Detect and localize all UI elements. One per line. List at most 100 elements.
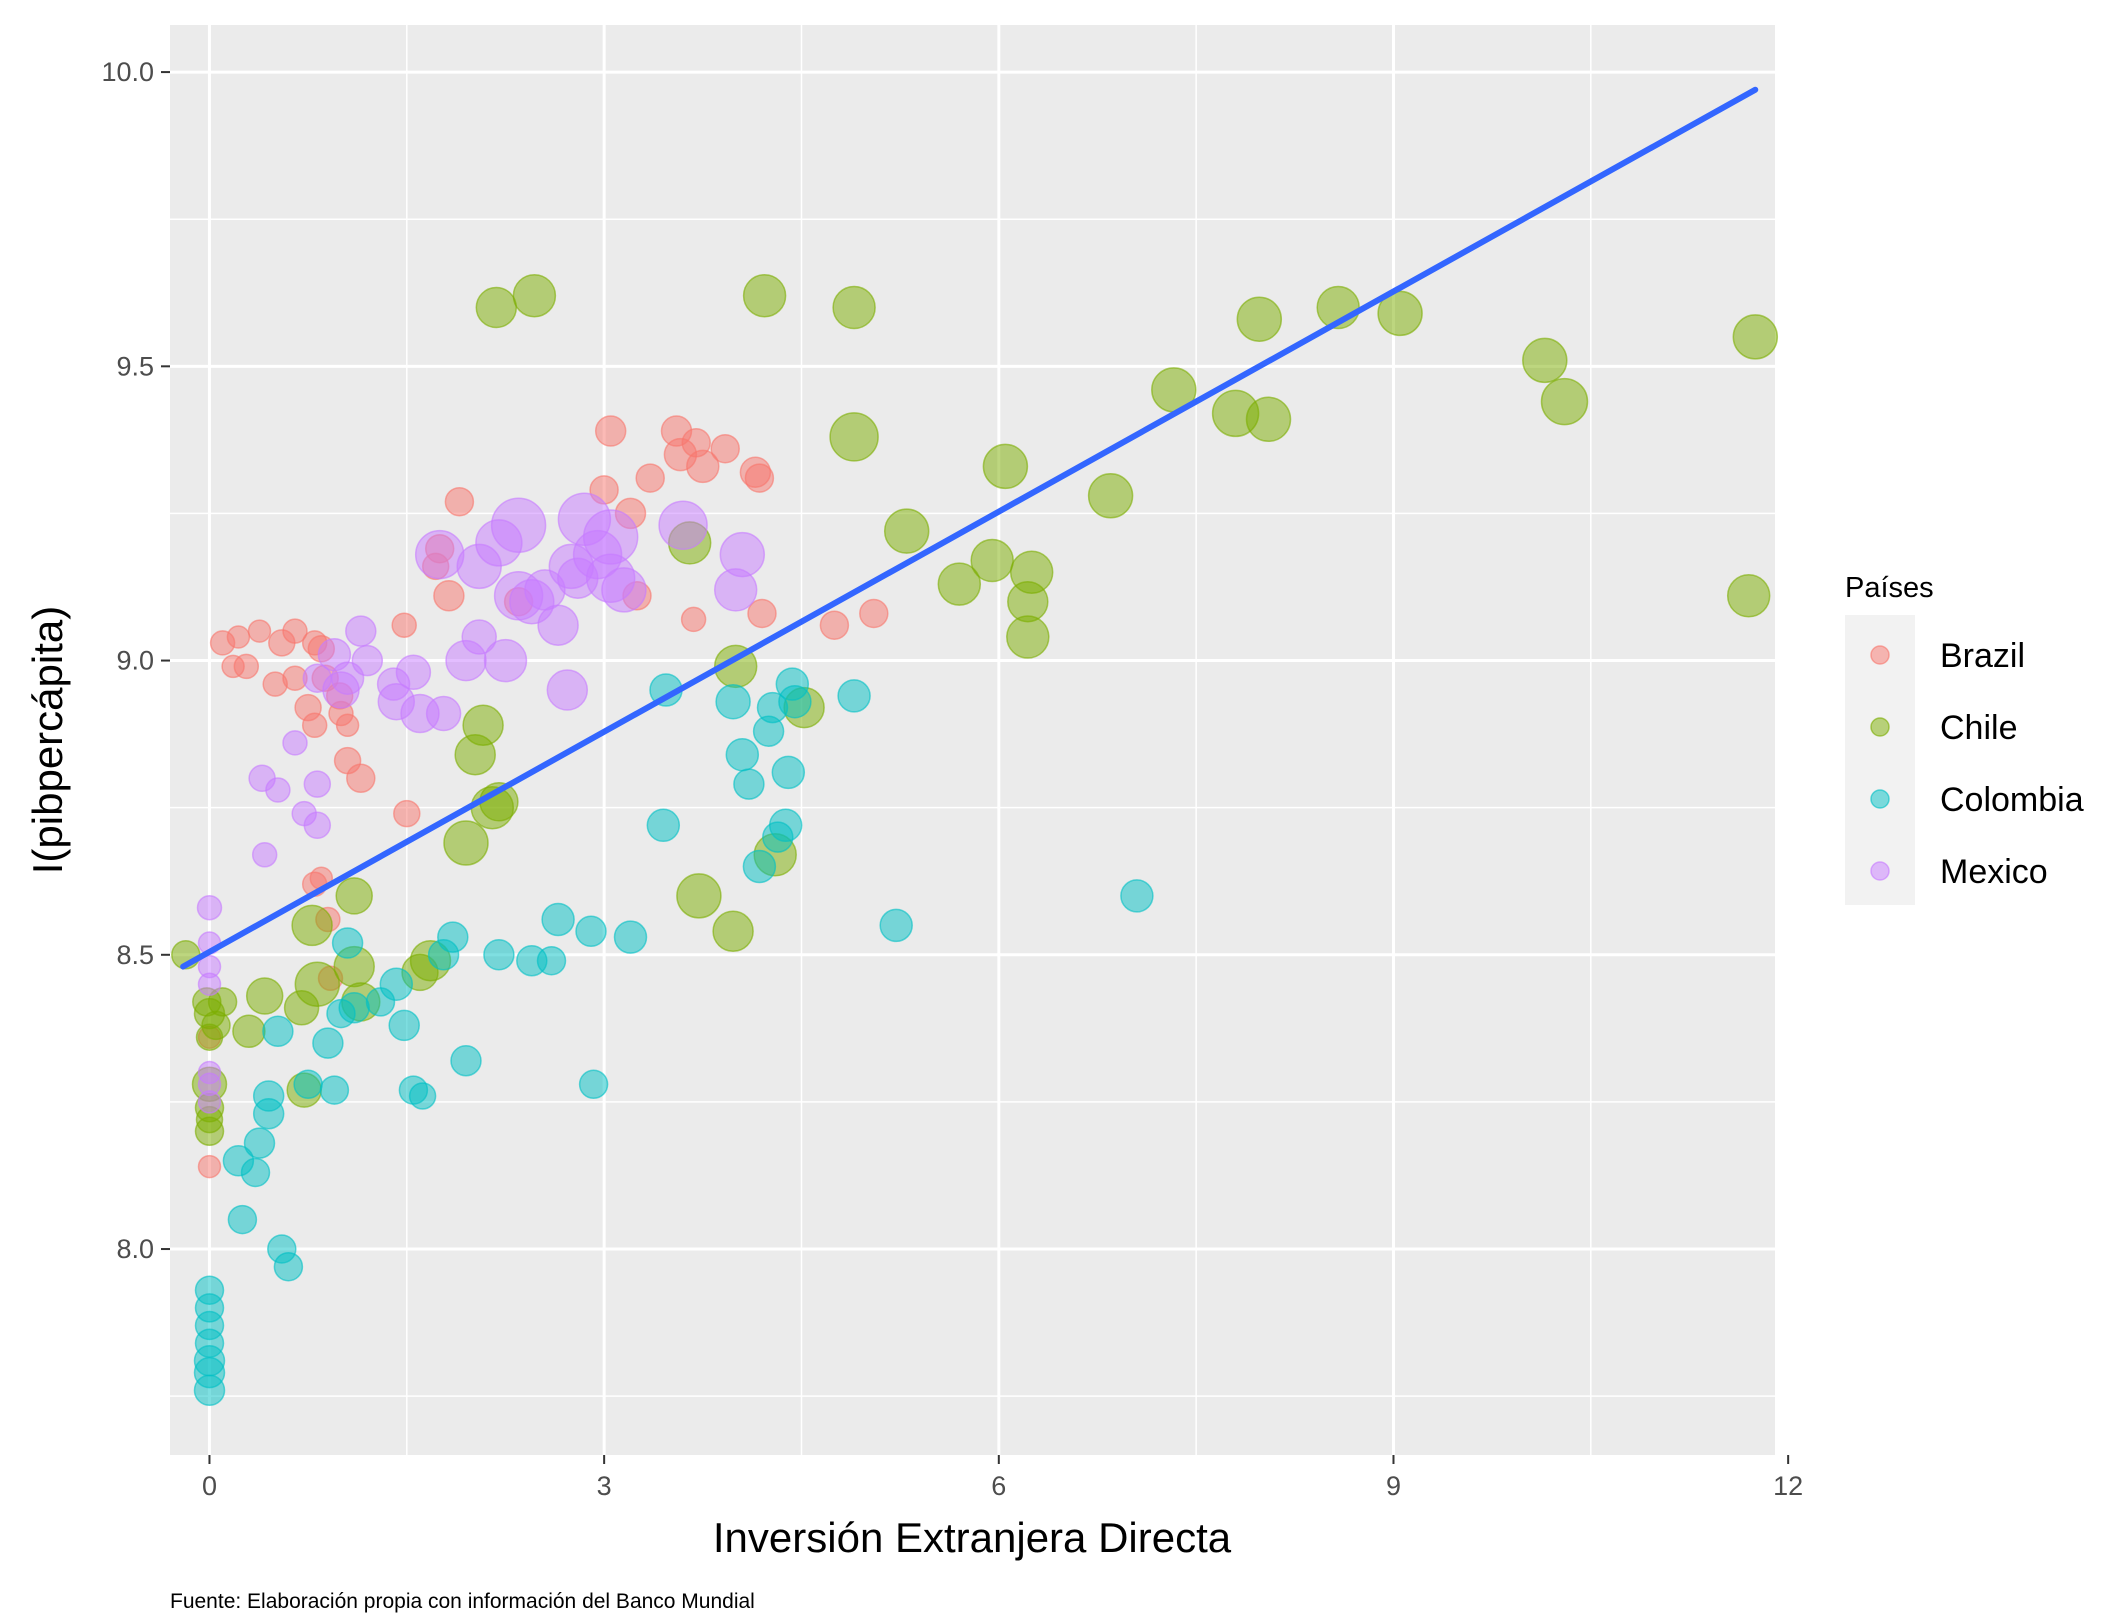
legend-key-colombia: [1870, 789, 1890, 809]
data-point-colombia: [768, 808, 803, 843]
x-axis: 0 3 6 9 12: [202, 1455, 1803, 1501]
data-point-brazil: [282, 618, 308, 644]
data-point-colombia: [879, 908, 913, 943]
data-point-brazil: [594, 415, 627, 447]
data-point-chile: [1377, 290, 1423, 337]
data-point-mexico: [197, 1090, 222, 1114]
data-point-colombia: [742, 849, 777, 884]
data-point-mexico: [196, 894, 223, 921]
data-point-colombia: [646, 808, 681, 843]
data-point-chile: [1726, 574, 1771, 618]
data-point-brazil: [444, 486, 475, 517]
legend-title: Países: [1845, 572, 1934, 604]
data-point-chile: [232, 1014, 266, 1049]
data-point-chile: [1732, 314, 1779, 360]
plot-panel: [170, 25, 1775, 1455]
data-point-colombia: [312, 1027, 344, 1059]
y-tick-label: 9.5: [116, 351, 154, 381]
legend-label-brazil: Brazil: [1940, 637, 2025, 675]
data-point-mexico: [265, 777, 291, 803]
data-point-brazil: [226, 625, 251, 649]
y-tick-label: 10.0: [101, 57, 154, 87]
data-point-chile: [1522, 337, 1568, 384]
data-point-colombia: [756, 691, 789, 724]
legend-key-mexico: [1870, 861, 1890, 881]
data-point-brazil: [335, 713, 360, 738]
data-point-chile: [829, 412, 879, 462]
data-point-colombia: [227, 1204, 258, 1235]
data-point-mexico: [658, 500, 708, 550]
data-point-colombia: [338, 992, 370, 1024]
data-point-brazil: [247, 619, 272, 643]
data-point-mexico: [601, 567, 647, 613]
data-point-mexico: [345, 615, 377, 647]
data-point-chile: [207, 987, 238, 1017]
data-point-brazil: [393, 799, 421, 828]
data-point-mexico: [303, 811, 332, 840]
data-point-mexico: [546, 669, 589, 711]
data-point-chile: [1245, 396, 1292, 443]
grid-minor: [170, 25, 1775, 1455]
data-point-mexico: [490, 497, 547, 553]
x-tick-label: 12: [1773, 1471, 1803, 1501]
data-point-colombia: [578, 1069, 609, 1100]
data-point-chile: [1236, 296, 1283, 342]
data-point-brazil: [819, 610, 850, 640]
legend: Países Brazil Chile Colombia Mexico: [1845, 572, 2084, 905]
data-point-chile: [462, 704, 504, 747]
data-point-brazil: [433, 580, 465, 612]
data-point-colombia: [771, 755, 806, 790]
data-point-brazil: [301, 712, 328, 739]
trend-line: [180, 86, 1759, 970]
legend-label-mexico: Mexico: [1940, 853, 2048, 891]
data-point-brazil: [686, 449, 720, 484]
data-point-colombia: [575, 915, 607, 948]
data-point-mexico: [461, 619, 497, 655]
data-point-chile: [475, 286, 518, 329]
data-point-colombia: [319, 1075, 350, 1105]
data-point-mexico: [282, 730, 308, 756]
data-point-colombia: [437, 921, 469, 953]
data-point-mexico: [537, 604, 579, 646]
data-point-chile: [195, 1023, 224, 1051]
data-point-colombia: [408, 1082, 437, 1110]
data-point-mexico: [251, 842, 278, 868]
data-point-brazil: [710, 433, 740, 464]
data-point-chile: [982, 443, 1029, 490]
data-point-mexico: [414, 529, 465, 580]
x-tick-label: 9: [1386, 1471, 1401, 1501]
data-point-brazil: [680, 606, 707, 633]
data-point-colombia: [252, 1097, 285, 1130]
data-point-colombia: [1120, 879, 1154, 913]
x-tick-label: 3: [597, 1471, 612, 1501]
data-point-colombia: [388, 1009, 420, 1042]
data-point-colombia: [483, 939, 515, 971]
data-point-mexico: [197, 972, 222, 996]
data-points: [171, 273, 1779, 1407]
data-point-mexico: [425, 695, 462, 732]
data-point-brazil: [744, 463, 775, 493]
data-point-colombia: [733, 768, 765, 800]
legend-key-chile: [1870, 717, 1890, 737]
y-tick-label: 9.0: [116, 646, 154, 676]
data-point-chile: [742, 273, 787, 318]
data-point-chile: [937, 562, 982, 606]
data-point-brazil: [197, 1154, 222, 1179]
data-point-chile: [970, 538, 1014, 583]
data-point-chile: [1087, 473, 1134, 519]
data-point-colombia: [293, 1069, 323, 1100]
data-point-chile: [883, 508, 930, 554]
data-point-mexico: [303, 770, 332, 798]
data-point-brazil: [233, 653, 260, 680]
data-point-colombia: [243, 1127, 276, 1159]
data-point-chile: [832, 285, 876, 330]
x-tick-label: 0: [202, 1471, 217, 1501]
data-point-chile: [676, 873, 722, 919]
legend-label-chile: Chile: [1940, 709, 2017, 747]
x-axis-title: Inversión Extranjera Directa: [713, 1514, 1232, 1561]
y-axis-title: I(pibpercápita): [24, 606, 71, 874]
legend-items: Brazil Chile Colombia Mexico: [1870, 637, 2084, 891]
data-point-colombia: [613, 920, 648, 954]
legend-key-brazil: [1870, 645, 1890, 665]
